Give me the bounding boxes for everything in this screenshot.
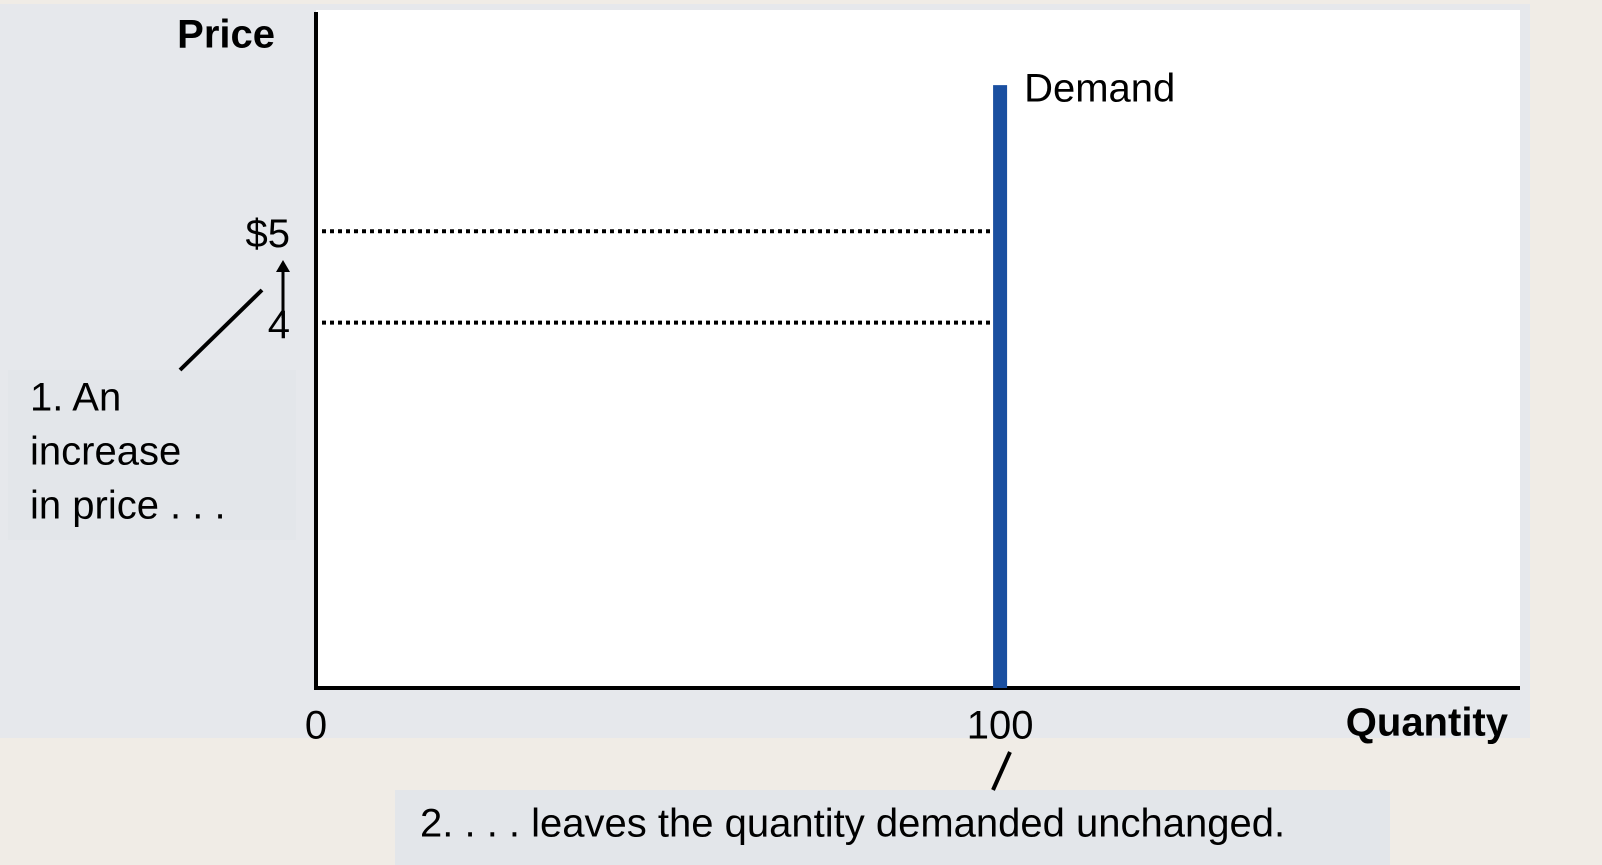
plot-area [316,10,1520,688]
annotation-text: 1. An [30,376,121,420]
x-tick-label: 0 [305,704,327,748]
y-axis-label: Price [177,13,275,57]
annotation-box [395,790,1390,865]
x-tick-label: 100 [967,704,1034,748]
y-tick-label: 4 [268,303,290,347]
y-tick-label: $5 [246,212,291,256]
leader-line [178,288,264,372]
series-label: Demand [1024,67,1175,111]
arrow-head [276,260,290,272]
leader-line [991,751,1012,791]
annotation-box [8,370,296,540]
x-axis-label: Quantity [1346,701,1509,745]
annotation-text: 2. . . . leaves the quantity demanded un… [420,802,1285,846]
annotation-text: in price . . . [30,484,226,528]
annotation-text: increase [30,430,181,474]
